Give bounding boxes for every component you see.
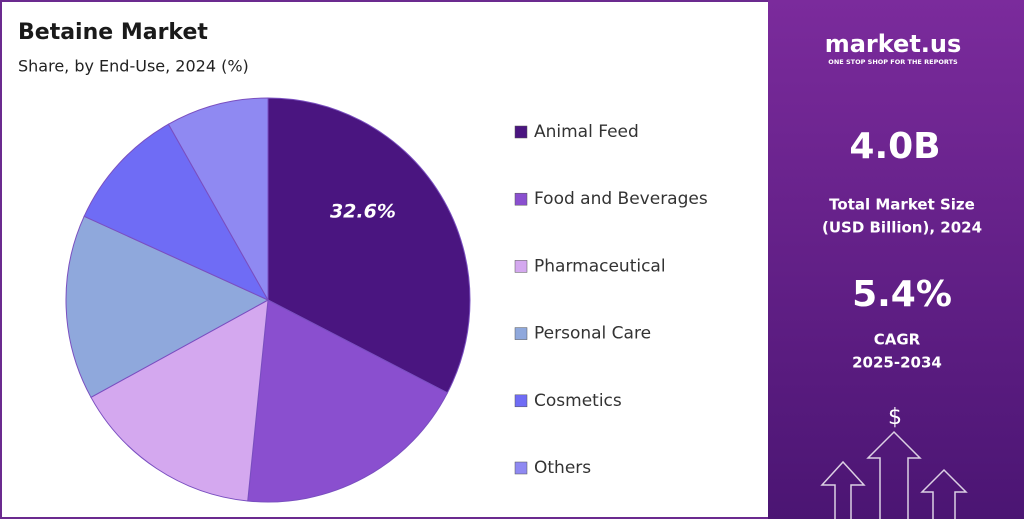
market-size: 4.0B bbox=[849, 126, 940, 167]
side-panel bbox=[768, 0, 1024, 519]
dollar-icon: $ bbox=[888, 405, 902, 430]
pie-slice bbox=[90, 299, 269, 502]
legend-label: Pharmaceutical bbox=[534, 256, 666, 276]
brand-name: market.us bbox=[825, 30, 962, 58]
chart-subtitle: Share, by End-Use, 2024 (%) bbox=[18, 57, 249, 76]
brand-tagline: ONE STOP SHOP FOR THE REPORTS bbox=[828, 58, 958, 66]
pie-slice bbox=[83, 123, 270, 302]
legend-label: Others bbox=[534, 458, 591, 478]
cagr-label: 2025-2034 bbox=[852, 354, 942, 372]
pie-slice bbox=[267, 97, 471, 394]
pie-slice bbox=[65, 215, 270, 398]
arrows-icon bbox=[820, 430, 968, 519]
cagr: 5.4% bbox=[852, 274, 952, 315]
legend-label: Personal Care bbox=[534, 324, 651, 344]
market-size-label: Total Market Size bbox=[829, 196, 975, 214]
brand: market.us ONE STOP SHOP FOR THE REPORTS … bbox=[820, 30, 982, 519]
legend-label: Animal Feed bbox=[534, 122, 639, 142]
cagr-label: CAGR bbox=[874, 331, 921, 349]
chart-title: Betaine Market bbox=[18, 20, 208, 45]
legend-swatch bbox=[514, 461, 528, 475]
legend-label: Food and Beverages bbox=[534, 189, 708, 209]
legend-swatch bbox=[514, 125, 528, 139]
legend-swatch bbox=[514, 394, 528, 408]
legend-swatch bbox=[514, 260, 528, 273]
legend-label: Cosmetics bbox=[534, 391, 622, 411]
legend-swatch bbox=[514, 327, 528, 340]
pie-slice bbox=[167, 97, 269, 302]
market-size-label: (USD Billion), 2024 bbox=[822, 219, 982, 237]
data-label: 32.6% bbox=[330, 201, 396, 223]
legend-swatch bbox=[514, 192, 528, 206]
pie-slice bbox=[247, 299, 449, 503]
